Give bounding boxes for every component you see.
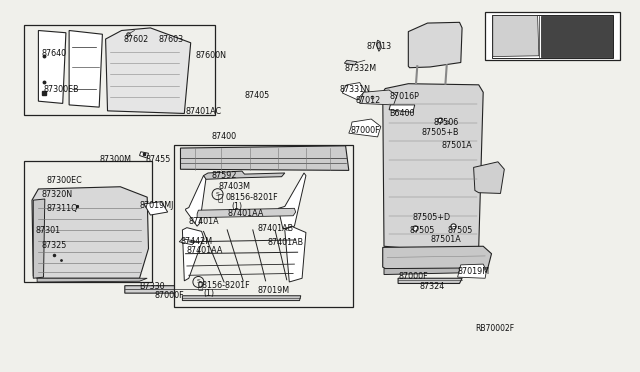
Polygon shape (179, 239, 195, 245)
Polygon shape (106, 28, 191, 113)
Bar (174, 145, 353, 307)
Text: (1): (1) (232, 202, 243, 211)
Polygon shape (458, 264, 486, 278)
Polygon shape (383, 84, 483, 248)
Polygon shape (398, 278, 462, 283)
Polygon shape (384, 268, 488, 275)
Text: 87019M: 87019M (458, 267, 490, 276)
Text: 87505+D: 87505+D (413, 213, 451, 222)
Text: 87505: 87505 (448, 226, 474, 235)
Text: 87602: 87602 (124, 35, 148, 44)
Text: 08156-8201F: 08156-8201F (197, 281, 250, 290)
Polygon shape (186, 176, 206, 226)
Text: 87000F: 87000F (155, 291, 184, 300)
Polygon shape (474, 162, 504, 193)
Text: B7330: B7330 (140, 282, 165, 291)
Text: 87506: 87506 (434, 118, 459, 127)
Polygon shape (278, 173, 306, 229)
Text: Ⓢ: Ⓢ (198, 282, 203, 291)
Text: 87600N: 87600N (195, 51, 226, 60)
Polygon shape (342, 83, 365, 100)
Text: 87300EB: 87300EB (44, 85, 79, 94)
Bar (485, 12, 620, 60)
Polygon shape (344, 60, 357, 65)
Text: 87401AC: 87401AC (186, 107, 221, 116)
Polygon shape (349, 119, 381, 137)
Text: 87000F: 87000F (351, 126, 380, 135)
Text: 87401AB: 87401AB (257, 224, 293, 233)
Text: 87603: 87603 (159, 35, 184, 44)
Text: 87320N: 87320N (42, 190, 73, 199)
Polygon shape (32, 187, 148, 278)
Polygon shape (204, 171, 285, 179)
Text: 87455: 87455 (146, 155, 172, 164)
Text: 87331N: 87331N (339, 85, 370, 94)
Text: 87401A: 87401A (189, 217, 220, 225)
Text: (1): (1) (204, 289, 214, 298)
Text: 87013: 87013 (366, 42, 391, 51)
Polygon shape (360, 90, 397, 105)
Text: 87019M: 87019M (257, 286, 289, 295)
Text: 87016P: 87016P (389, 92, 419, 101)
Bar (24, 161, 152, 282)
Polygon shape (197, 208, 296, 218)
Polygon shape (492, 15, 613, 58)
Text: 87505+B: 87505+B (421, 128, 459, 137)
Text: 87592: 87592 (211, 171, 237, 180)
Text: 87300M: 87300M (99, 155, 131, 164)
Text: 87000F: 87000F (398, 272, 428, 281)
Text: 87019MJ: 87019MJ (140, 201, 174, 210)
Polygon shape (69, 31, 102, 107)
Text: 87401AB: 87401AB (268, 238, 303, 247)
Polygon shape (383, 246, 492, 269)
Text: Ⓢ: Ⓢ (218, 194, 223, 203)
Text: S: S (196, 279, 200, 285)
Text: 87300EC: 87300EC (46, 176, 82, 185)
Text: 87311Q: 87311Q (46, 204, 77, 213)
Text: B6400: B6400 (389, 109, 415, 118)
Text: 87501A: 87501A (442, 141, 472, 150)
Polygon shape (285, 226, 306, 282)
Text: 08156-8201F: 08156-8201F (225, 193, 278, 202)
Text: 87505: 87505 (410, 226, 435, 235)
Polygon shape (389, 105, 415, 112)
Text: RB70002F: RB70002F (475, 324, 514, 333)
Text: 87301: 87301 (35, 226, 60, 235)
Text: 87401AA: 87401AA (187, 246, 223, 254)
Polygon shape (182, 296, 301, 301)
Text: 87501A: 87501A (430, 235, 461, 244)
Polygon shape (541, 16, 613, 57)
Polygon shape (144, 202, 168, 215)
Text: S: S (216, 192, 220, 197)
Polygon shape (182, 228, 204, 281)
Polygon shape (125, 286, 227, 293)
Text: 87405: 87405 (244, 91, 269, 100)
Text: 87442M: 87442M (180, 237, 212, 246)
Bar (24, 25, 215, 115)
Polygon shape (38, 31, 66, 103)
Text: 87401AA: 87401AA (227, 209, 264, 218)
Polygon shape (376, 40, 381, 51)
Text: 87403M: 87403M (219, 182, 251, 191)
Polygon shape (493, 16, 539, 57)
Text: 87012: 87012 (355, 96, 380, 105)
Polygon shape (180, 146, 349, 170)
Text: 87325: 87325 (42, 241, 67, 250)
Polygon shape (33, 199, 45, 278)
Polygon shape (140, 152, 148, 158)
Text: 87332M: 87332M (344, 64, 376, 73)
Text: 87640: 87640 (42, 49, 67, 58)
Text: 87324: 87324 (419, 282, 444, 291)
Text: 87400: 87400 (211, 132, 236, 141)
Polygon shape (408, 22, 462, 68)
Polygon shape (37, 278, 147, 282)
